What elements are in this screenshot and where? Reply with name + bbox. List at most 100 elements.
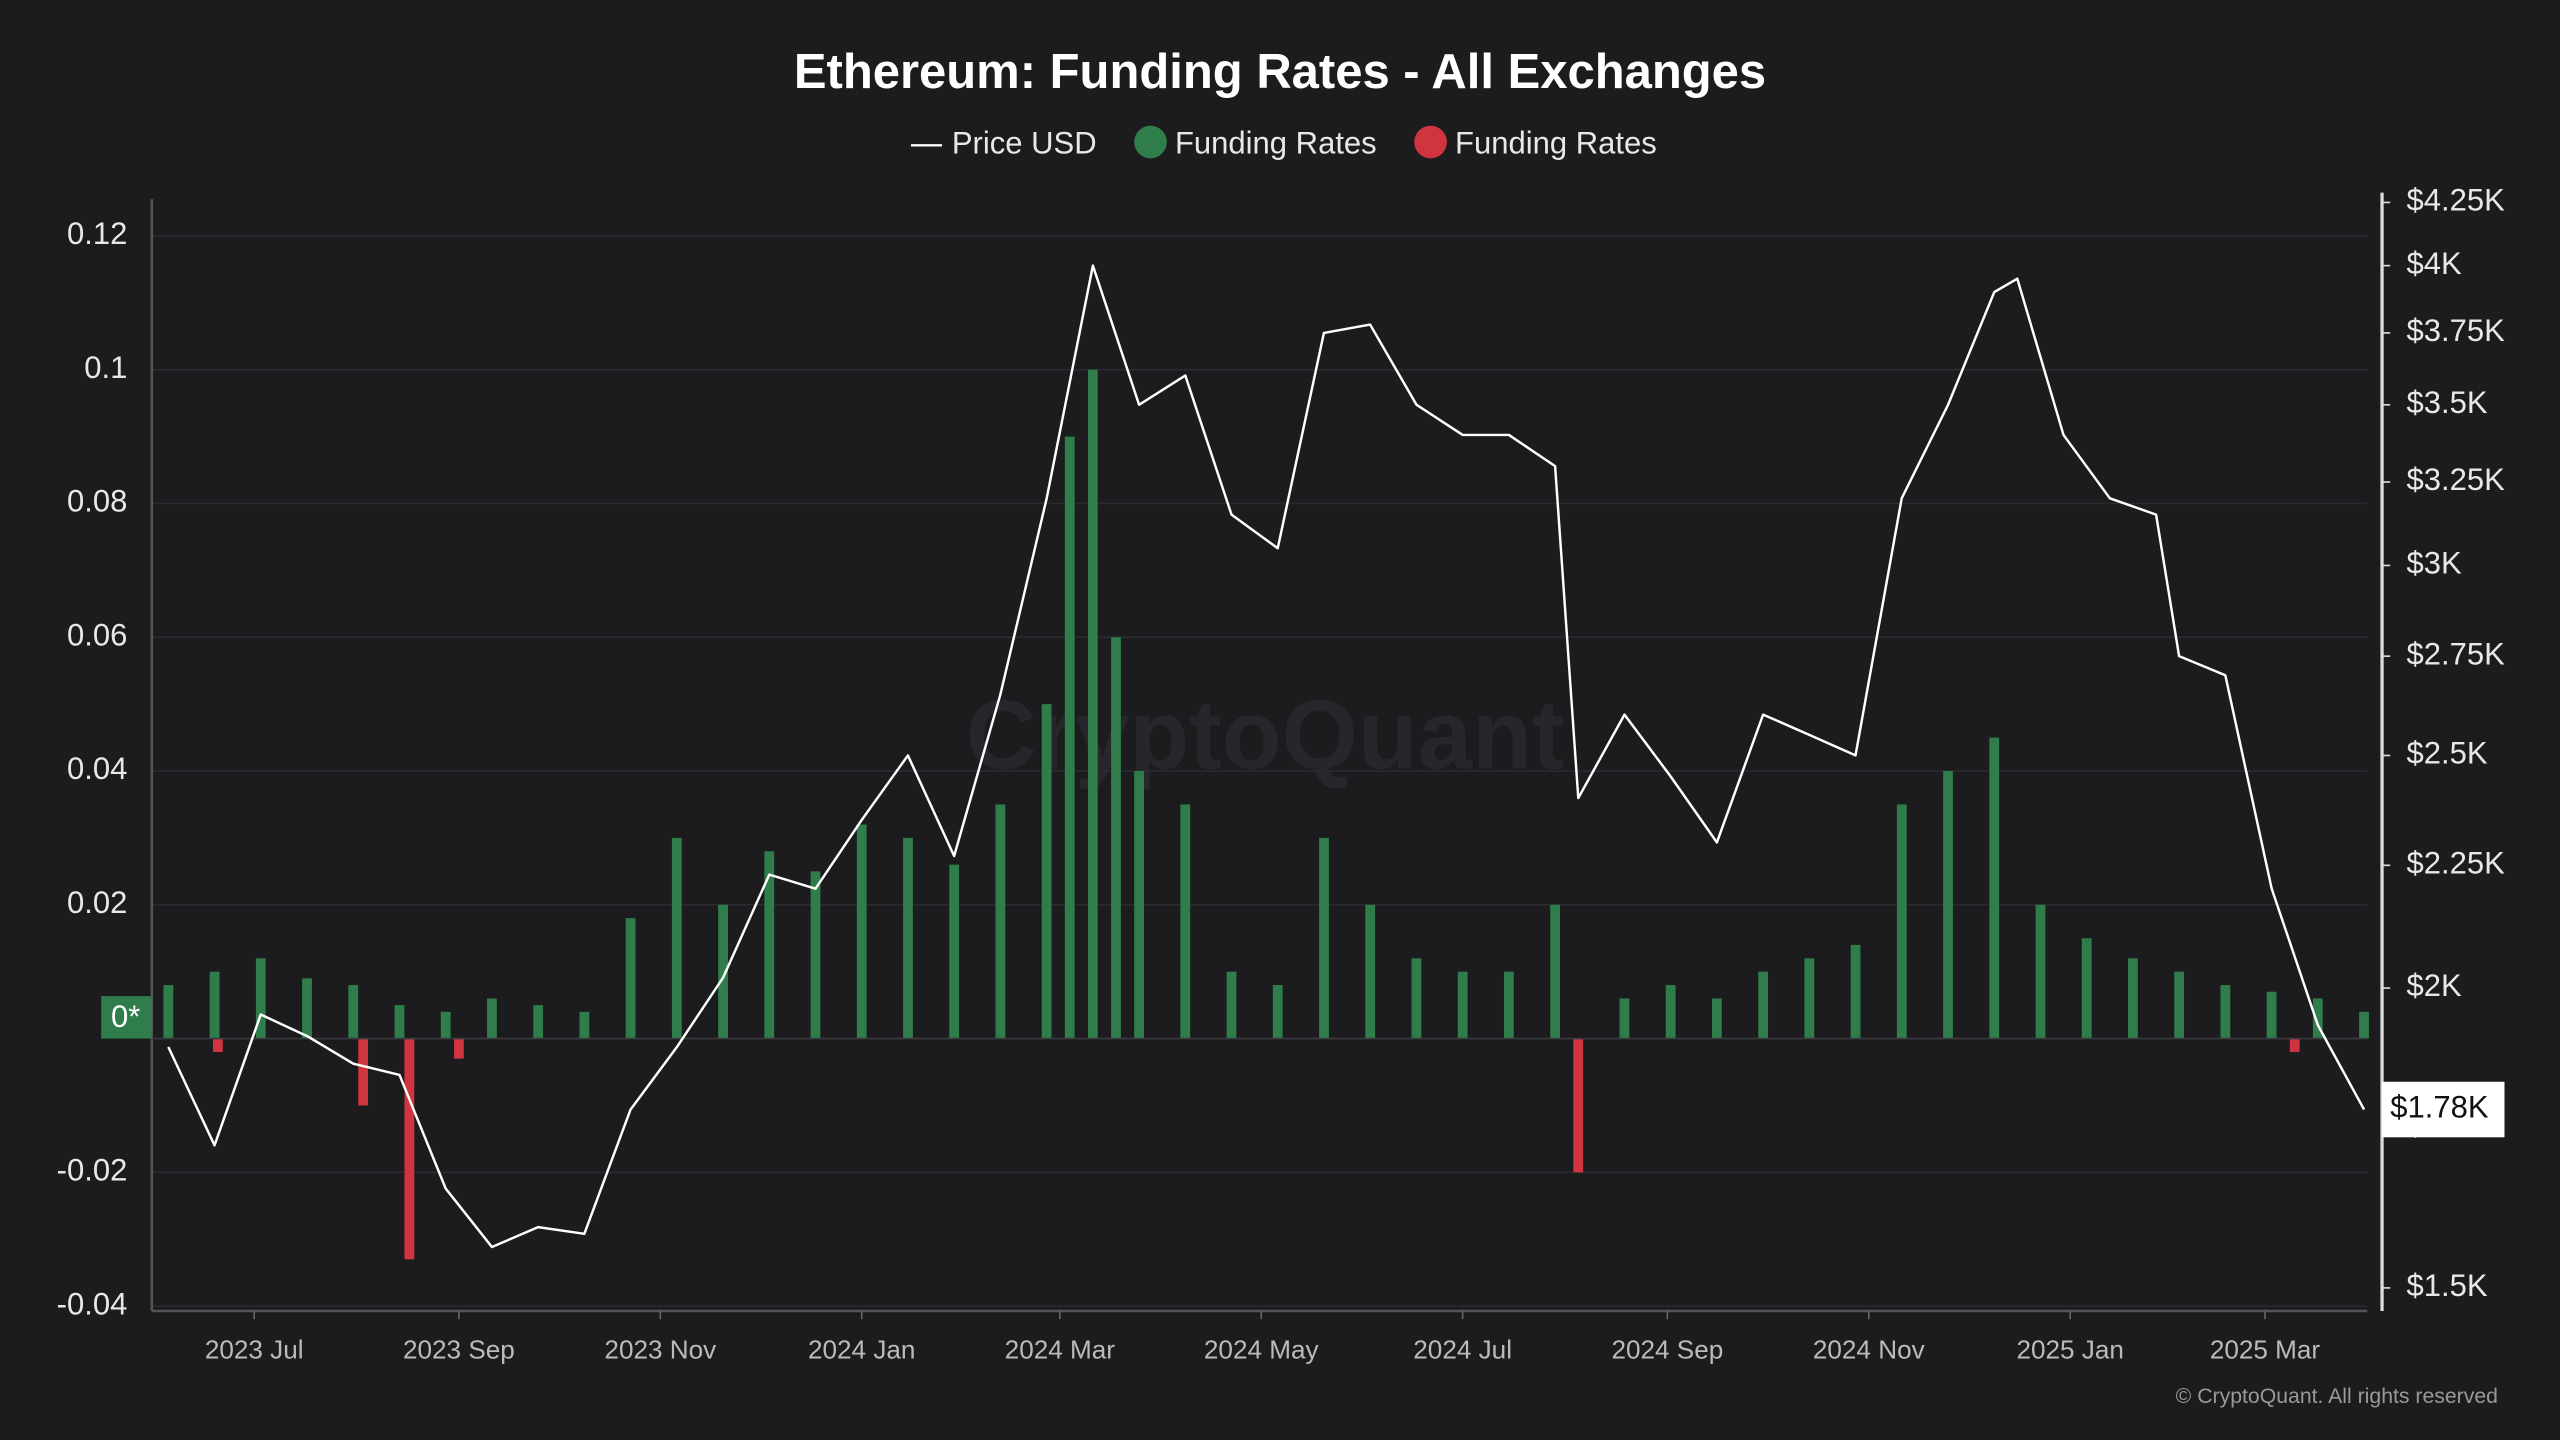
legend-label: Price USD: [952, 125, 1097, 160]
funding-bar: [1319, 837, 1329, 1039]
funding-bar: [625, 918, 636, 1039]
zero-tag-bg: [101, 996, 152, 1039]
funding-bar: [2081, 938, 2092, 1039]
funding-bar: [2312, 998, 2323, 1039]
funding-bar: [949, 864, 960, 1039]
price-tag-bg: [2382, 1081, 2505, 1138]
funding-bar: [1041, 704, 1052, 1039]
funding-bar: [995, 804, 1006, 1039]
funding-bar: [1272, 985, 1283, 1039]
y-tick-label: 0.12: [67, 216, 127, 251]
funding-bar: [2220, 985, 2231, 1039]
funding-bar: [1550, 904, 1561, 1039]
y2-tick-label: $4.25K: [2407, 183, 2506, 218]
funding-bar: [348, 985, 359, 1039]
y-tick-label: 0.04: [67, 751, 127, 786]
funding-bar: [1064, 436, 1075, 1039]
funding-bar: [404, 1038, 415, 1260]
funding-bar: [903, 837, 913, 1039]
funding-bar: [1850, 944, 1861, 1039]
price-line: [167, 264, 2366, 1249]
funding-bar: [394, 1005, 405, 1039]
x-tick-label: 2023 Jul: [205, 1335, 304, 1365]
funding-bar: [1665, 985, 1676, 1039]
funding-bar: [2128, 958, 2138, 1039]
funding-bar: [302, 978, 312, 1039]
y-tick-label: -0.04: [57, 1286, 128, 1321]
x-tick-label: 2024 Nov: [1813, 1335, 1925, 1365]
funding-bar: [163, 985, 174, 1039]
funding-bar: [1896, 804, 1907, 1039]
y-tick-label: 0.02: [67, 885, 127, 920]
x-tick-label: 2025 Jan: [2016, 1335, 2123, 1365]
x-tick-label: 2023 Sep: [403, 1335, 515, 1365]
chart-title: Ethereum: Funding Rates - All Exchanges: [794, 45, 1766, 99]
watermark: CryptoQuant: [966, 680, 1564, 790]
y2-tick-label: $2.25K: [2407, 845, 2506, 880]
funding-bar: [579, 1011, 590, 1039]
funding-bar: [1619, 998, 1630, 1039]
y-tick-label: 0.1: [84, 350, 127, 385]
funding-bar: [856, 824, 867, 1039]
zero-tag: 0*: [111, 999, 140, 1034]
funding-bar: [2359, 1011, 2369, 1039]
funding-bar: [487, 998, 497, 1039]
funding-bar: [358, 1038, 369, 1106]
funding-bar: [533, 1005, 544, 1039]
y2-tick-label: $3.75K: [2407, 313, 2506, 348]
y2-tick-label: $4K: [2407, 246, 2462, 281]
funding-bar: [1365, 904, 1376, 1039]
legend-swatch: [1414, 125, 1447, 159]
funding-bar: [1503, 971, 1514, 1039]
funding-bar: [1989, 737, 2000, 1039]
x-tick-label: 2024 Sep: [1611, 1335, 1723, 1365]
funding-bar: [718, 904, 728, 1039]
y2-tick-label: $3.25K: [2407, 462, 2506, 497]
funding-bar: [255, 958, 266, 1039]
funding-bar: [1087, 369, 1098, 1039]
funding-bar: [212, 1038, 223, 1052]
funding-bar: [1573, 1038, 1584, 1173]
funding-bar: [1134, 771, 1144, 1039]
legend-label: Funding Rates: [1455, 125, 1657, 160]
funding-bar: [2174, 971, 2185, 1039]
y2-tick-label: $1.5K: [2407, 1268, 2488, 1303]
funding-bar: [1943, 771, 1953, 1039]
funding-bar: [1411, 958, 1422, 1039]
y2-tick-label: $3K: [2407, 546, 2462, 581]
legend-label: Funding Rates: [1175, 125, 1377, 160]
y2-tick-label: $2K: [2407, 968, 2462, 1003]
y-tick-label: 0.06: [67, 617, 127, 652]
funding-bar: [2266, 991, 2277, 1039]
funding-bar: [1111, 637, 1121, 1039]
funding-bar: [1804, 958, 1815, 1039]
y-tick-label: -0.02: [57, 1153, 128, 1188]
funding-bar: [440, 1011, 451, 1039]
funding-bar: [454, 1038, 464, 1059]
funding-bar: [1711, 998, 1722, 1039]
legend-swatch: [1134, 125, 1167, 159]
funding-bar: [1226, 971, 1237, 1039]
credit: © CryptoQuant. All rights reserved: [2176, 1385, 2498, 1408]
funding-bar: [2035, 904, 2046, 1039]
funding-bar: [671, 837, 682, 1039]
y2-tick-label: $3.5K: [2407, 385, 2488, 420]
x-tick-label: 2025 Mar: [2210, 1335, 2321, 1365]
y2-tick-label: $2.75K: [2407, 636, 2506, 671]
x-tick-label: 2024 Jul: [1413, 1335, 1512, 1365]
legend: Price USD Funding Rates Funding Rates: [911, 125, 1657, 160]
funding-bar: [1758, 971, 1769, 1039]
funding-bar: [2289, 1038, 2300, 1052]
funding-bar: [209, 971, 220, 1039]
funding-bar: [764, 851, 775, 1039]
funding-bar: [810, 871, 821, 1039]
y-tick-label: 0.08: [67, 484, 127, 519]
price-tag: $1.78K: [2390, 1090, 2489, 1125]
funding-bar: [1457, 971, 1468, 1039]
x-tick-label: 2024 Jan: [808, 1335, 915, 1365]
funding-bar: [1180, 804, 1191, 1039]
x-tick-label: 2024 May: [1204, 1335, 1319, 1365]
